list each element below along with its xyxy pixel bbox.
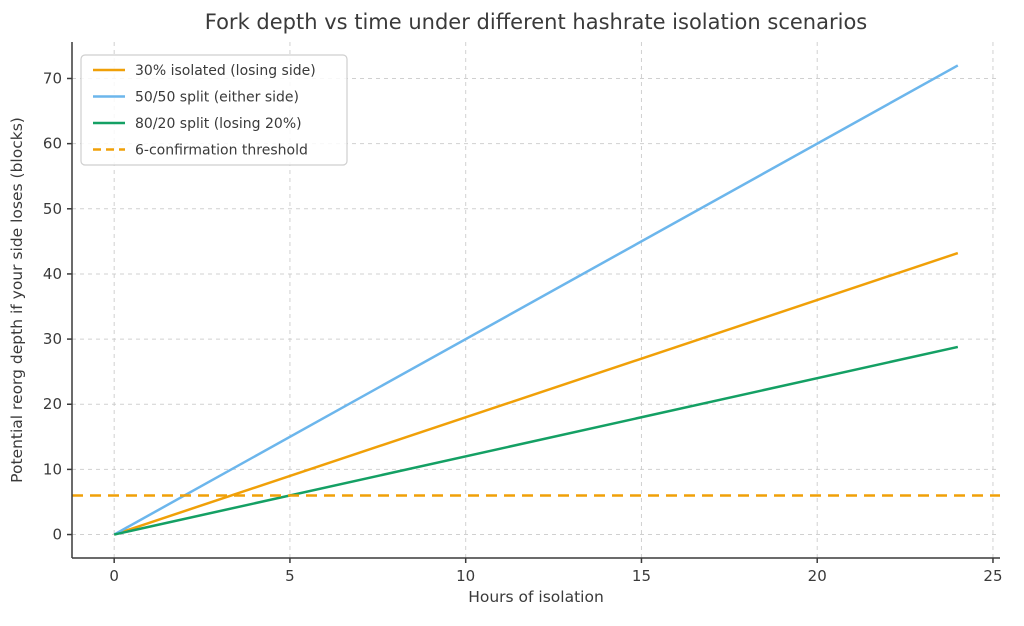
axes-spines <box>71 42 1000 559</box>
y-tick-label: 40 <box>43 265 62 283</box>
legend-label: 80/20 split (losing 20%) <box>135 116 302 132</box>
legend: 30% isolated (losing side) 50/50 split (e… <box>80 54 348 166</box>
series-line-solid <box>113 64 959 536</box>
tick-marks-and-labels: 0 5 10 15 20 25 0 10 20 30 40 50 60 70 <box>43 69 1003 585</box>
legend-box <box>80 54 348 166</box>
x-tick-label: 0 <box>109 567 119 585</box>
series-line-solid <box>113 345 959 536</box>
x-axis-label: Hours of isolation <box>468 588 604 606</box>
legend-label: 6-confirmation threshold <box>135 143 308 159</box>
y-tick-label: 70 <box>43 69 62 87</box>
legend-label: 30% isolated (losing side) <box>135 63 316 79</box>
legend-label: 50/50 split (either side) <box>135 90 299 106</box>
y-tick-label: 20 <box>43 395 62 413</box>
y-tick-label: 60 <box>43 135 62 153</box>
y-tick-label: 30 <box>43 330 62 348</box>
y-tick-label: 10 <box>43 460 62 478</box>
y-tick-label: 0 <box>52 526 62 544</box>
x-tick-label: 25 <box>983 567 1002 585</box>
x-tick-label: 20 <box>808 567 827 585</box>
x-tick-label: 15 <box>632 567 651 585</box>
y-axis-label: Potential reorg depth if your side loses… <box>8 117 26 483</box>
x-tick-label: 5 <box>285 567 295 585</box>
x-tick-label: 10 <box>456 567 475 585</box>
chart-title: Fork depth vs time under different hashr… <box>205 10 867 34</box>
data-series <box>72 64 1000 536</box>
y-tick-label: 50 <box>43 200 62 218</box>
series-line-solid <box>113 251 959 536</box>
